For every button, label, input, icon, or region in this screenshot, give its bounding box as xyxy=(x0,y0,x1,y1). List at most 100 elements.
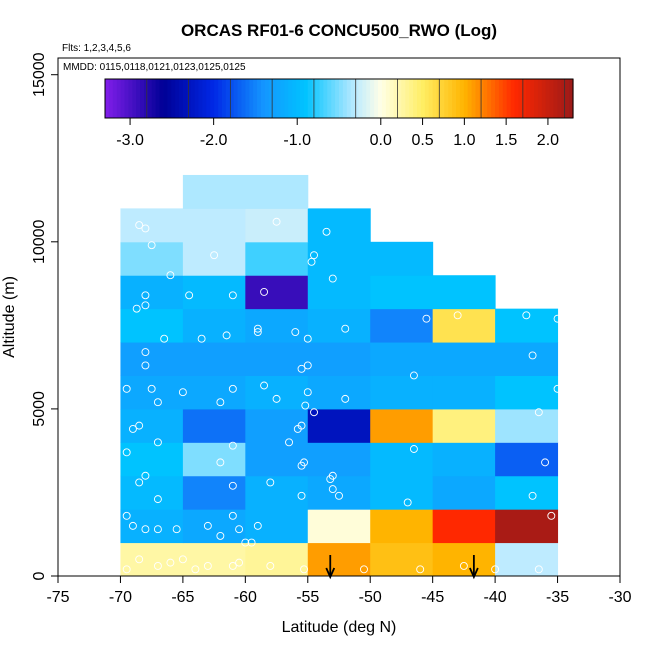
sample-point xyxy=(301,401,310,410)
colorbar-swatch xyxy=(194,79,200,118)
sample-point xyxy=(166,271,175,280)
colorbar-swatch xyxy=(459,79,465,118)
heatmap-cell xyxy=(182,375,246,410)
sample-point xyxy=(528,491,537,500)
plot-area xyxy=(120,174,559,577)
colorbar-swatch xyxy=(537,79,543,118)
heatmap-cell xyxy=(182,342,246,376)
arrow-marker xyxy=(325,555,336,580)
sample-point xyxy=(553,314,562,323)
colorbar-swatch xyxy=(530,79,535,118)
sample-point xyxy=(291,328,300,336)
heatmap-cell xyxy=(245,241,309,276)
colorbar-swatch xyxy=(288,79,293,118)
colorbar-swatch xyxy=(397,79,402,118)
heatmap-cell xyxy=(245,375,309,410)
sample-point xyxy=(235,558,244,567)
colorbar-swatch xyxy=(456,79,461,118)
colorbar-swatch xyxy=(401,79,406,118)
colorbar-swatch xyxy=(432,79,438,118)
x-tick-label: -75 xyxy=(46,589,69,606)
sample-point xyxy=(310,408,318,417)
heatmap-cell xyxy=(432,342,496,376)
sample-point xyxy=(216,458,225,467)
sample-point xyxy=(266,562,275,570)
heatmap-cell xyxy=(307,442,371,477)
colorbar-swatch xyxy=(378,79,383,118)
heatmap-cell xyxy=(370,408,434,443)
colorbar-swatch xyxy=(350,79,356,118)
colorbar-swatch xyxy=(144,79,149,118)
heatmap-cell xyxy=(307,208,371,243)
heatmap-cell xyxy=(120,241,184,276)
colorbar-swatch xyxy=(105,79,110,118)
colorbar-swatch xyxy=(198,79,204,118)
heatmap-cell xyxy=(245,509,309,544)
colorbar-swatch xyxy=(206,79,211,118)
x-tick-label: -40 xyxy=(484,589,507,606)
colorbar-swatch xyxy=(370,79,375,118)
colorbar-swatch xyxy=(292,79,297,118)
heatmap-cell xyxy=(495,308,559,343)
heatmap-cell xyxy=(495,475,559,510)
heatmap-cell xyxy=(495,375,559,410)
y-axis-label: Altitude (m) xyxy=(1,276,18,358)
sample-point xyxy=(453,311,462,320)
heatmap-cell xyxy=(307,241,371,276)
y-tick-label: 15000 xyxy=(31,52,48,97)
heatmap-cell xyxy=(182,475,246,510)
colorbar-swatch xyxy=(155,79,161,118)
sample-point xyxy=(203,521,212,530)
sample-point xyxy=(228,291,237,300)
sample-point xyxy=(297,364,306,373)
sample-point xyxy=(216,398,225,407)
colorbar-swatch xyxy=(257,79,262,118)
colorbar-swatch xyxy=(549,79,555,118)
heatmap-cell xyxy=(370,375,434,410)
sample-point xyxy=(147,384,156,393)
colorbar-swatch xyxy=(413,79,418,118)
colorbar-swatch xyxy=(253,79,258,118)
sample-point xyxy=(360,565,368,574)
colorbar-swatch xyxy=(307,79,313,118)
colorbar: -3.0 -2.0 -1.0 0.0 0.5 1.0 1.5 2.0 xyxy=(104,78,574,149)
sample-point xyxy=(328,274,337,283)
sample-point xyxy=(266,478,275,487)
colorbar-swatch xyxy=(179,79,184,118)
heatmap-cell xyxy=(120,475,184,510)
sample-point xyxy=(416,565,425,574)
sample-point xyxy=(141,291,150,300)
heatmap-cell xyxy=(182,308,246,343)
heatmap-cell xyxy=(245,442,309,477)
sample-point xyxy=(228,441,237,450)
colorbar-swatch xyxy=(487,79,492,118)
heatmap-cell xyxy=(245,342,309,376)
y-tick-label: 0 xyxy=(31,571,48,580)
sample-point xyxy=(228,511,237,520)
sample-point xyxy=(153,562,162,570)
colorbar-tick-label: -1.0 xyxy=(283,132,311,149)
sample-point xyxy=(303,388,312,397)
heatmap-cell xyxy=(307,375,371,410)
sample-point xyxy=(459,562,468,570)
sample-point xyxy=(128,425,137,433)
arrow-marker xyxy=(469,555,479,580)
sample-point xyxy=(128,521,137,530)
sample-point xyxy=(253,328,262,336)
heatmap-cell xyxy=(432,442,496,477)
colorbar-swatch xyxy=(561,79,566,118)
colorbar-swatch xyxy=(284,79,289,118)
colorbar-swatch xyxy=(233,79,239,118)
colorbar-swatch xyxy=(436,79,441,118)
colorbar-tick-label: 0.0 xyxy=(370,132,392,149)
colorbar-swatch xyxy=(245,79,250,118)
colorbar-swatch xyxy=(190,79,196,118)
heatmap-cell xyxy=(495,442,559,477)
colorbar-swatch xyxy=(237,79,243,118)
heatmap-cell xyxy=(245,475,309,510)
colorbar-swatch xyxy=(151,79,157,118)
colorbar-swatch xyxy=(428,79,434,118)
heatmap-cell xyxy=(182,174,246,209)
heatmap-cell xyxy=(432,408,496,443)
colorbar-swatch xyxy=(116,79,122,118)
